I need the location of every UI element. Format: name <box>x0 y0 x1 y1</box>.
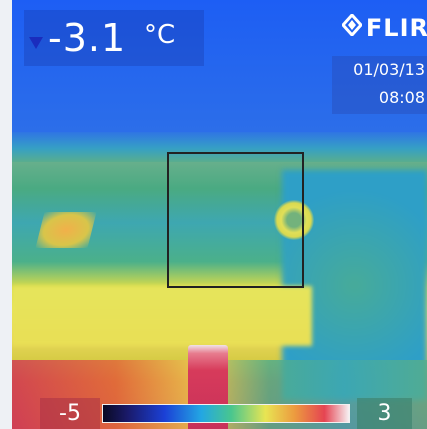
warm-band-region <box>12 286 312 346</box>
temperature-scale: -5 3 <box>12 398 427 429</box>
temperature-unit: °C <box>144 20 176 50</box>
thermal-image: -3.1 °C FLIR 01/03/13 08:08 <box>12 0 427 429</box>
temperature-value: -3.1 <box>48 16 127 60</box>
roofline-region <box>12 132 427 162</box>
warm-ring-patch <box>274 200 314 240</box>
date-time-panel: 01/03/13 08:08 <box>332 56 427 114</box>
warm-window-patch <box>35 212 97 248</box>
measurement-box[interactable] <box>167 152 304 288</box>
brand-logo: FLIR <box>340 12 427 42</box>
triangle-down-icon <box>29 37 43 49</box>
temperature-readout: -3.1 °C <box>24 10 204 66</box>
capture-time: 08:08 <box>378 88 425 107</box>
scale-max-label: 3 <box>357 398 412 429</box>
color-scale-gradient <box>102 404 350 423</box>
brand-name: FLIR <box>365 14 427 42</box>
capture-date: 01/03/13 <box>353 60 425 79</box>
scale-min-label: -5 <box>40 398 100 429</box>
flir-logo-icon <box>340 12 363 42</box>
